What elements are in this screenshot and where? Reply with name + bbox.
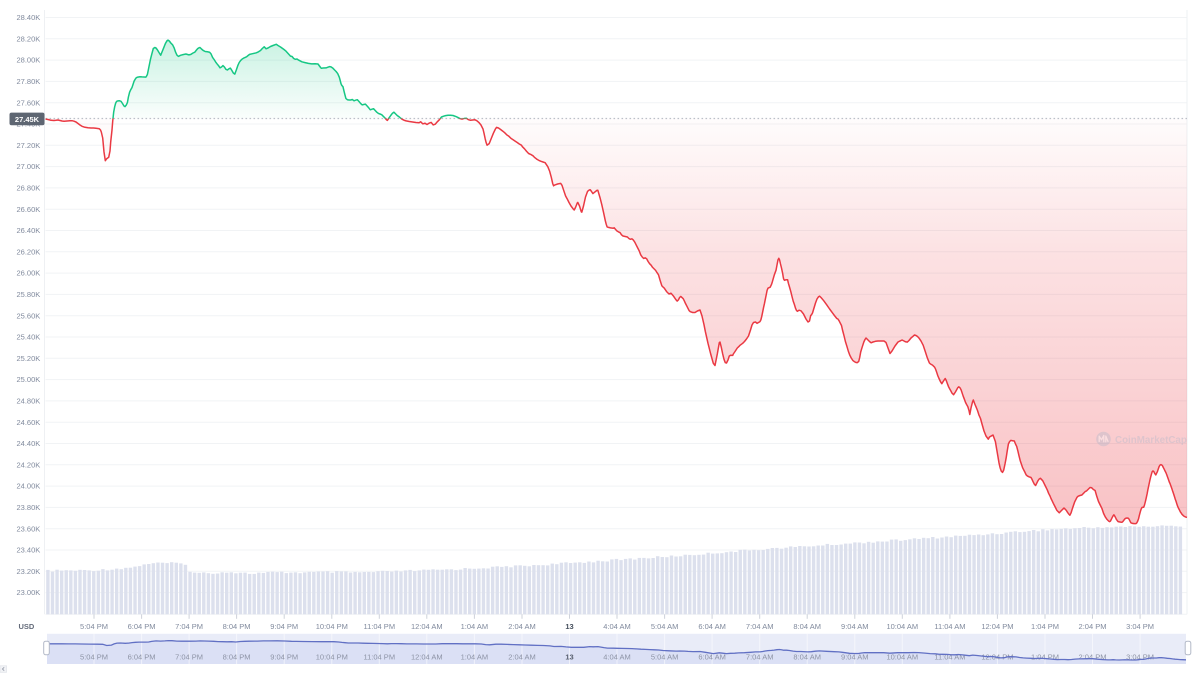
- svg-text:6:04 PM: 6:04 PM: [128, 622, 156, 631]
- svg-text:9:04 AM: 9:04 AM: [841, 622, 869, 631]
- svg-text:26.20K: 26.20K: [17, 247, 41, 256]
- svg-text:1:04 AM: 1:04 AM: [461, 653, 489, 662]
- svg-text:12:04 PM: 12:04 PM: [981, 622, 1013, 631]
- svg-text:USD: USD: [19, 622, 35, 631]
- svg-text:8:04 PM: 8:04 PM: [223, 622, 251, 631]
- svg-text:1:04 PM: 1:04 PM: [1031, 653, 1059, 662]
- svg-text:26.00K: 26.00K: [17, 269, 41, 278]
- svg-text:10:04 AM: 10:04 AM: [886, 622, 918, 631]
- svg-text:26.60K: 26.60K: [17, 205, 41, 214]
- svg-text:10:04 AM: 10:04 AM: [886, 653, 918, 662]
- svg-text:23.60K: 23.60K: [17, 524, 41, 533]
- svg-text:7:04 AM: 7:04 AM: [746, 653, 774, 662]
- svg-text:23.20K: 23.20K: [17, 567, 41, 576]
- svg-text:6:04 PM: 6:04 PM: [128, 653, 156, 662]
- svg-text:23.00K: 23.00K: [17, 588, 41, 597]
- svg-text:6:04 AM: 6:04 AM: [698, 622, 726, 631]
- svg-text:25.40K: 25.40K: [17, 333, 41, 342]
- svg-text:1:04 PM: 1:04 PM: [1031, 622, 1059, 631]
- svg-text:7:04 AM: 7:04 AM: [746, 622, 774, 631]
- svg-text:2:04 AM: 2:04 AM: [508, 622, 536, 631]
- svg-text:25.80K: 25.80K: [17, 290, 41, 299]
- svg-text:9:04 AM: 9:04 AM: [841, 653, 869, 662]
- svg-text:5:04 AM: 5:04 AM: [651, 622, 679, 631]
- svg-text:23.40K: 23.40K: [17, 546, 41, 555]
- svg-text:25.60K: 25.60K: [17, 311, 41, 320]
- svg-text:4:04 AM: 4:04 AM: [603, 622, 631, 631]
- svg-text:9:04 PM: 9:04 PM: [270, 622, 298, 631]
- svg-text:24.60K: 24.60K: [17, 418, 41, 427]
- svg-text:24.40K: 24.40K: [17, 439, 41, 448]
- svg-text:10:04 PM: 10:04 PM: [316, 622, 348, 631]
- svg-text:5:04 PM: 5:04 PM: [80, 653, 108, 662]
- svg-text:7:04 PM: 7:04 PM: [175, 622, 203, 631]
- svg-text:24.20K: 24.20K: [17, 460, 41, 469]
- svg-text:11:04 PM: 11:04 PM: [364, 622, 396, 631]
- svg-text:26.80K: 26.80K: [17, 184, 41, 193]
- svg-text:5:04 AM: 5:04 AM: [651, 653, 679, 662]
- svg-text:2:04 PM: 2:04 PM: [1079, 622, 1107, 631]
- svg-text:11:04 AM: 11:04 AM: [934, 653, 965, 662]
- svg-text:2:04 AM: 2:04 AM: [508, 653, 536, 662]
- svg-text:24.80K: 24.80K: [17, 397, 41, 406]
- svg-text:28.40K: 28.40K: [17, 13, 41, 22]
- svg-text:8:04 AM: 8:04 AM: [793, 653, 821, 662]
- svg-text:27.00K: 27.00K: [17, 162, 41, 171]
- svg-text:23.80K: 23.80K: [17, 503, 41, 512]
- svg-text:27.60K: 27.60K: [17, 98, 41, 107]
- svg-text:2:04 PM: 2:04 PM: [1079, 653, 1107, 662]
- svg-text:3:04 PM: 3:04 PM: [1126, 622, 1154, 631]
- svg-text:26.40K: 26.40K: [17, 226, 41, 235]
- svg-text:28.20K: 28.20K: [17, 34, 41, 43]
- svg-text:CoinMarketCap: CoinMarketCap: [1115, 435, 1187, 446]
- svg-text:5:04 PM: 5:04 PM: [80, 622, 108, 631]
- svg-text:1:04 AM: 1:04 AM: [461, 622, 489, 631]
- svg-text:8:04 PM: 8:04 PM: [223, 653, 251, 662]
- svg-text:25.20K: 25.20K: [17, 354, 41, 363]
- svg-text:27.20K: 27.20K: [17, 141, 41, 150]
- svg-text:3:04 PM: 3:04 PM: [1126, 653, 1154, 662]
- svg-text:11:04 AM: 11:04 AM: [934, 622, 965, 631]
- svg-text:8:04 AM: 8:04 AM: [793, 622, 821, 631]
- svg-text:7:04 PM: 7:04 PM: [175, 653, 203, 662]
- svg-text:10:04 PM: 10:04 PM: [316, 653, 348, 662]
- svg-text:11:04 PM: 11:04 PM: [364, 653, 396, 662]
- svg-text:6:04 AM: 6:04 AM: [698, 653, 726, 662]
- svg-text:4:04 AM: 4:04 AM: [603, 653, 631, 662]
- svg-text:12:04 AM: 12:04 AM: [411, 653, 443, 662]
- svg-text:12:04 AM: 12:04 AM: [411, 622, 443, 631]
- svg-text:27.45K: 27.45K: [15, 115, 40, 124]
- svg-text:9:04 PM: 9:04 PM: [270, 653, 298, 662]
- svg-text:27.80K: 27.80K: [17, 77, 41, 86]
- svg-text:13: 13: [565, 622, 573, 631]
- svg-text:28.00K: 28.00K: [17, 56, 41, 65]
- svg-text:13: 13: [565, 653, 573, 662]
- svg-text:25.00K: 25.00K: [17, 375, 41, 384]
- svg-text:24.00K: 24.00K: [17, 482, 41, 491]
